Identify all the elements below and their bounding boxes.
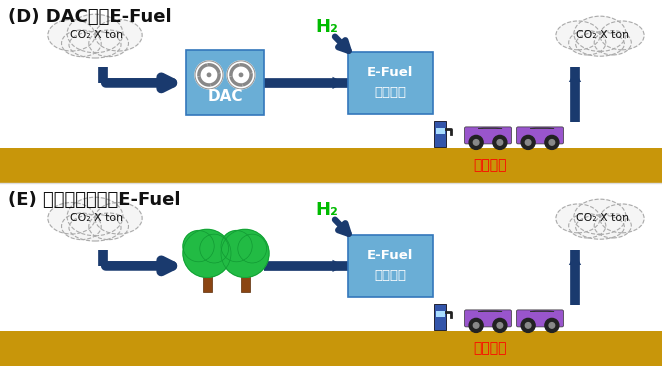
Circle shape xyxy=(521,318,535,332)
Circle shape xyxy=(238,234,267,263)
Ellipse shape xyxy=(69,214,121,241)
Circle shape xyxy=(207,73,211,76)
Circle shape xyxy=(200,234,228,263)
Ellipse shape xyxy=(67,197,123,236)
FancyBboxPatch shape xyxy=(465,127,512,144)
Text: CO₂ X ton: CO₂ X ton xyxy=(575,30,628,40)
Circle shape xyxy=(526,322,531,328)
FancyBboxPatch shape xyxy=(348,235,432,297)
Text: (D) DAC利用E-Fuel: (D) DAC利用E-Fuel xyxy=(8,8,171,26)
FancyBboxPatch shape xyxy=(348,52,432,114)
Text: E-Fuel: E-Fuel xyxy=(367,249,413,262)
Circle shape xyxy=(240,73,243,76)
Ellipse shape xyxy=(600,21,644,50)
Ellipse shape xyxy=(69,31,121,58)
Text: H₂: H₂ xyxy=(315,201,338,219)
Ellipse shape xyxy=(574,16,626,51)
Ellipse shape xyxy=(594,214,632,238)
FancyBboxPatch shape xyxy=(0,331,662,366)
Circle shape xyxy=(227,61,255,89)
Circle shape xyxy=(183,231,214,262)
Ellipse shape xyxy=(62,213,101,240)
Circle shape xyxy=(497,322,502,328)
Ellipse shape xyxy=(556,204,600,233)
Circle shape xyxy=(469,318,483,332)
Circle shape xyxy=(221,229,269,277)
FancyBboxPatch shape xyxy=(434,304,446,330)
Text: CO₂ X ton: CO₂ X ton xyxy=(70,213,124,223)
Circle shape xyxy=(183,229,231,277)
Circle shape xyxy=(497,139,502,145)
Ellipse shape xyxy=(48,202,95,234)
FancyBboxPatch shape xyxy=(240,270,250,292)
Circle shape xyxy=(469,135,483,149)
Circle shape xyxy=(473,322,479,328)
Circle shape xyxy=(549,139,555,145)
Ellipse shape xyxy=(95,202,142,234)
Circle shape xyxy=(195,61,223,89)
FancyBboxPatch shape xyxy=(203,270,211,292)
Ellipse shape xyxy=(95,19,142,51)
Text: E-Fuel: E-Fuel xyxy=(367,66,413,79)
Circle shape xyxy=(521,135,535,149)
Circle shape xyxy=(493,318,507,332)
Text: 運輸部門: 運輸部門 xyxy=(473,158,506,172)
Circle shape xyxy=(221,231,252,262)
Ellipse shape xyxy=(576,32,624,56)
Text: プロセス: プロセス xyxy=(374,269,406,283)
FancyBboxPatch shape xyxy=(516,127,563,144)
Ellipse shape xyxy=(594,31,632,55)
FancyBboxPatch shape xyxy=(436,310,444,317)
Ellipse shape xyxy=(48,19,95,51)
Ellipse shape xyxy=(89,30,128,57)
Circle shape xyxy=(493,135,507,149)
Ellipse shape xyxy=(574,199,626,234)
FancyBboxPatch shape xyxy=(516,310,563,327)
FancyBboxPatch shape xyxy=(434,121,446,147)
Ellipse shape xyxy=(67,14,123,53)
Circle shape xyxy=(545,135,559,149)
Text: 運輸部門: 運輸部門 xyxy=(473,341,506,355)
FancyBboxPatch shape xyxy=(186,51,264,115)
Circle shape xyxy=(545,318,559,332)
Ellipse shape xyxy=(556,21,600,50)
FancyBboxPatch shape xyxy=(0,148,662,183)
Ellipse shape xyxy=(569,31,606,55)
Text: CO₂ X ton: CO₂ X ton xyxy=(575,213,628,223)
Ellipse shape xyxy=(600,204,644,233)
Ellipse shape xyxy=(569,214,606,238)
Circle shape xyxy=(549,322,555,328)
Text: CO₂ X ton: CO₂ X ton xyxy=(70,30,124,40)
Text: プロセス: プロセス xyxy=(374,86,406,100)
Circle shape xyxy=(473,139,479,145)
Text: (E) バイオマス利用E-Fuel: (E) バイオマス利用E-Fuel xyxy=(8,191,181,209)
FancyBboxPatch shape xyxy=(465,310,512,327)
Ellipse shape xyxy=(89,213,128,240)
Ellipse shape xyxy=(576,215,624,239)
Circle shape xyxy=(526,139,531,145)
Text: H₂: H₂ xyxy=(315,18,338,36)
Text: DAC: DAC xyxy=(207,89,243,104)
FancyBboxPatch shape xyxy=(436,127,444,134)
Ellipse shape xyxy=(62,30,101,57)
